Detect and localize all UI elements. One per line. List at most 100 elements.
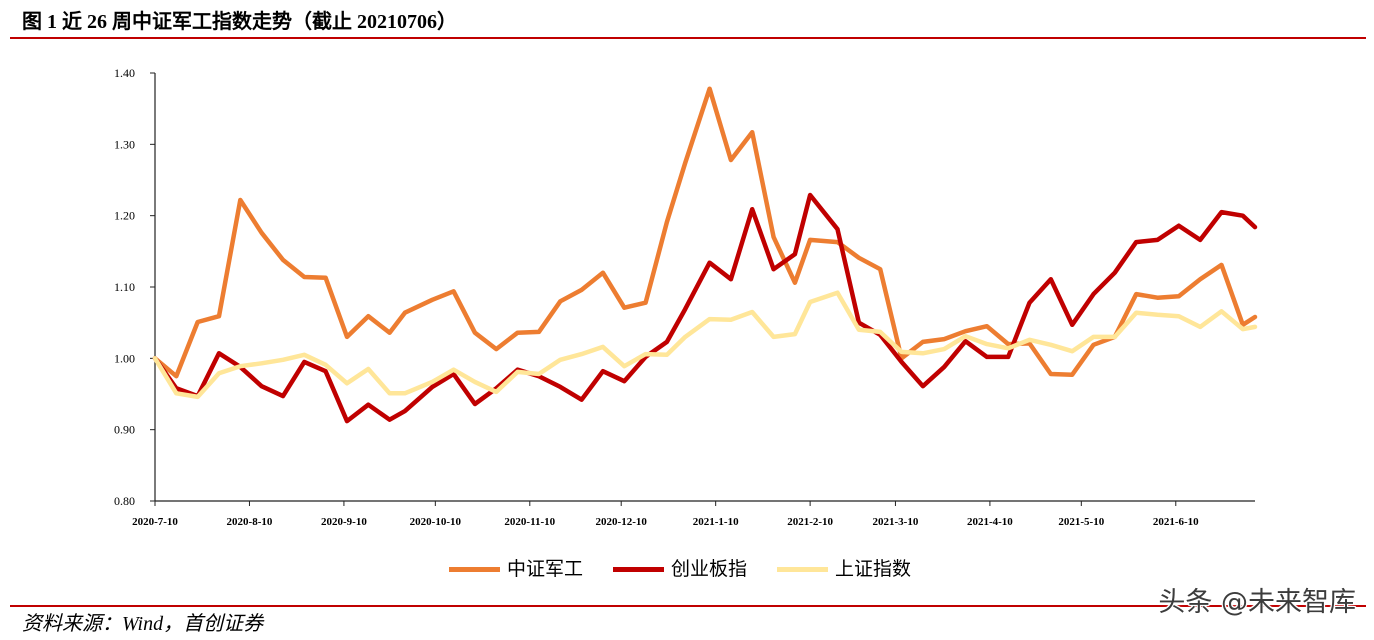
data-point-chinext — [1177, 224, 1181, 228]
data-point-csi-defense — [942, 337, 946, 341]
data-point-csi-defense — [324, 276, 328, 280]
data-point-chinext — [1198, 238, 1202, 242]
series-chinext — [152, 192, 1258, 424]
data-point-shanghai-composite — [665, 353, 669, 357]
watermark: 头条 @未来智库 — [1158, 587, 1356, 618]
y-tick-label: 0.90 — [114, 423, 135, 437]
x-tick-label: 2020-9-10 — [321, 516, 367, 528]
data-point-shanghai-composite — [808, 300, 812, 304]
data-point-shanghai-composite — [580, 352, 584, 356]
data-point-shanghai-composite — [900, 350, 904, 354]
x-tick-label: 2021-4-10 — [967, 516, 1013, 528]
data-point-csi-defense — [217, 314, 221, 318]
legend-swatch-csi-defense — [449, 566, 500, 572]
data-point-csi-defense — [808, 238, 812, 242]
y-tick-label: 1.10 — [114, 280, 135, 294]
data-point-csi-defense — [683, 161, 687, 165]
data-point-chinext — [366, 403, 370, 407]
legend-item-chinext: 创业板指 — [613, 556, 747, 582]
series-line-chinext — [152, 192, 1258, 424]
data-point-csi-defense — [366, 314, 370, 318]
data-point-shanghai-composite — [260, 361, 264, 365]
data-point-csi-defense — [1253, 315, 1257, 319]
x-tick-label: 2020-12-10 — [596, 516, 648, 528]
x-tick-label: 2020-10-10 — [410, 516, 462, 528]
data-point-chinext — [217, 351, 221, 355]
data-point-chinext — [324, 369, 328, 373]
data-point-chinext — [793, 252, 797, 256]
data-point-shanghai-composite — [473, 380, 477, 384]
data-point-csi-defense — [729, 158, 733, 162]
data-point-csi-defense — [644, 301, 648, 305]
data-point-chinext — [942, 365, 946, 369]
legend-swatch-shanghai-composite — [777, 566, 829, 572]
data-point-csi-defense — [430, 298, 434, 302]
data-point-shanghai-composite — [1241, 327, 1245, 331]
source-rule — [10, 605, 1366, 607]
data-point-csi-defense — [964, 329, 968, 333]
data-point-csi-defense — [537, 330, 541, 334]
data-point-csi-defense — [1134, 292, 1138, 296]
data-point-chinext — [345, 419, 349, 423]
x-tick-label: 2021-3-10 — [873, 516, 919, 528]
data-point-shanghai-composite — [174, 391, 178, 395]
data-point-csi-defense — [516, 331, 520, 335]
data-point-csi-defense — [174, 374, 178, 378]
data-point-csi-defense — [260, 231, 264, 235]
data-point-csi-defense — [452, 289, 456, 293]
data-point-shanghai-composite — [836, 291, 840, 295]
data-point-shanghai-composite — [729, 318, 733, 322]
data-point-shanghai-composite — [921, 351, 925, 355]
data-point-shanghai-composite — [238, 364, 242, 368]
x-tick-label: 2020-11-10 — [504, 516, 555, 528]
y-tick-label: 1.00 — [114, 351, 135, 365]
legend: 中证军工 创业板指 上证指数 — [449, 555, 911, 583]
data-point-shanghai-composite — [708, 317, 712, 321]
title-rule — [10, 37, 1366, 39]
series-csi-defense — [152, 86, 1258, 379]
data-point-chinext — [1113, 271, 1117, 275]
data-point-shanghai-composite — [196, 395, 200, 399]
x-tick-label: 2020-7-10 — [132, 516, 178, 528]
data-point-csi-defense — [601, 271, 605, 275]
y-tick-label: 0.80 — [114, 494, 135, 508]
data-point-shanghai-composite — [1253, 325, 1257, 329]
chart-title: 图 1 近 26 周中证军工指数走势（截止 20210706） — [22, 11, 457, 33]
data-point-shanghai-composite — [324, 363, 328, 367]
data-point-shanghai-composite — [1113, 335, 1117, 339]
data-point-shanghai-composite — [452, 368, 456, 372]
data-point-csi-defense — [403, 311, 407, 315]
data-point-shanghai-composite — [558, 358, 562, 362]
data-point-chinext — [729, 277, 733, 281]
data-point-chinext — [1092, 292, 1096, 296]
series-line-shanghai-composite — [152, 290, 1258, 400]
data-point-csi-defense — [494, 347, 498, 351]
data-point-shanghai-composite — [878, 330, 882, 334]
data-point-shanghai-composite — [942, 347, 946, 351]
legend-item-shanghai-composite: 上证指数 — [777, 556, 911, 582]
line-chart: 0.80 0.90 1.00 1.10 1.20 1.30 1.40 2020-7-10 202… — [114, 66, 1258, 528]
data-point-chinext — [1049, 277, 1053, 281]
data-point-csi-defense — [1092, 343, 1096, 347]
data-point-chinext — [772, 267, 776, 271]
data-point-chinext — [302, 360, 306, 364]
legend-label-csi-defense: 中证军工 — [507, 558, 584, 580]
data-point-chinext — [750, 207, 754, 211]
data-point-csi-defense — [985, 324, 989, 328]
data-point-shanghai-composite — [403, 391, 407, 395]
data-point-chinext — [1241, 214, 1245, 218]
data-point-shanghai-composite — [302, 353, 306, 357]
x-tick-label: 2021-5-10 — [1058, 516, 1104, 528]
data-point-chinext — [430, 385, 434, 389]
data-point-csi-defense — [580, 288, 584, 292]
data-point-chinext — [622, 379, 626, 383]
x-tick-label: 2021-2-10 — [787, 516, 833, 528]
data-point-csi-defense — [388, 331, 392, 335]
data-point-chinext — [1006, 355, 1010, 359]
data-point-shanghai-composite — [1028, 338, 1032, 342]
data-point-shanghai-composite — [1220, 309, 1224, 313]
data-point-csi-defense — [1070, 373, 1074, 377]
legend-item-csi-defense: 中证军工 — [449, 556, 583, 582]
x-tick-label: 2020-8-10 — [227, 516, 273, 528]
data-point-shanghai-composite — [622, 364, 626, 368]
